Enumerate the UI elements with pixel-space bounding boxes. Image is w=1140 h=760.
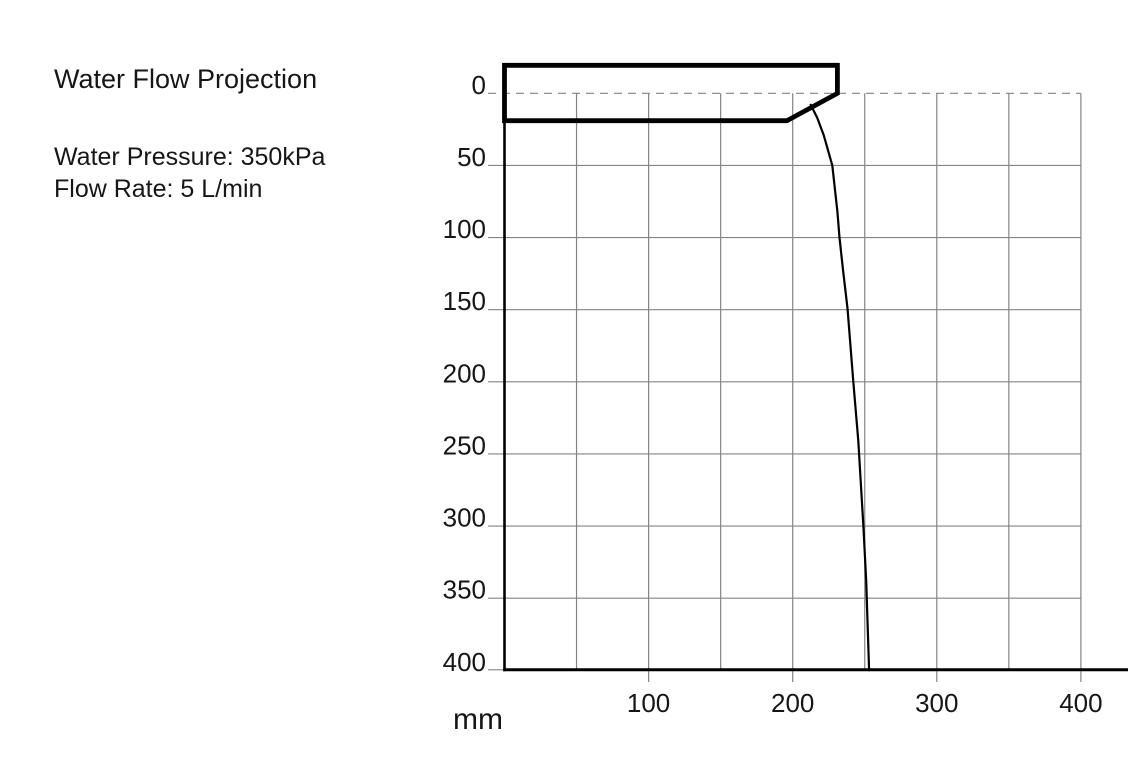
y-tick-label: 200 xyxy=(443,358,486,388)
y-tick-label: 100 xyxy=(443,214,486,244)
x-tick-label: 400 xyxy=(1059,688,1102,718)
chart-info-panel: Water Pressure: 350kPa Flow Rate: 5 L/mi… xyxy=(54,141,325,205)
x-axis-unit-label: mm xyxy=(453,703,503,736)
flow-rate-text: Flow Rate: 5 L/min xyxy=(54,175,263,203)
y-tick-label: 400 xyxy=(443,647,486,677)
water-trajectory-curve xyxy=(809,103,871,672)
y-tick-label: 150 xyxy=(443,286,486,316)
chart-title: Water Flow Projection xyxy=(54,64,318,94)
y-tick-label: 350 xyxy=(443,575,486,605)
y-tick-label: 0 xyxy=(472,70,486,100)
y-tick-label: 300 xyxy=(443,503,486,533)
x-tick-label: 300 xyxy=(915,688,958,718)
y-tick-label: 50 xyxy=(457,142,486,172)
water-pressure-text: Water Pressure: 350kPa xyxy=(54,143,326,171)
x-tick-label: 200 xyxy=(771,688,814,718)
y-tick-label: 250 xyxy=(443,430,486,460)
spout-outline xyxy=(502,62,840,124)
gridlines xyxy=(488,93,1082,682)
x-tick-label: 100 xyxy=(627,688,670,718)
axis-labels: 0 50 100 150 200 250 300 350 400 100 200 300 400 mm xyxy=(443,70,1103,736)
